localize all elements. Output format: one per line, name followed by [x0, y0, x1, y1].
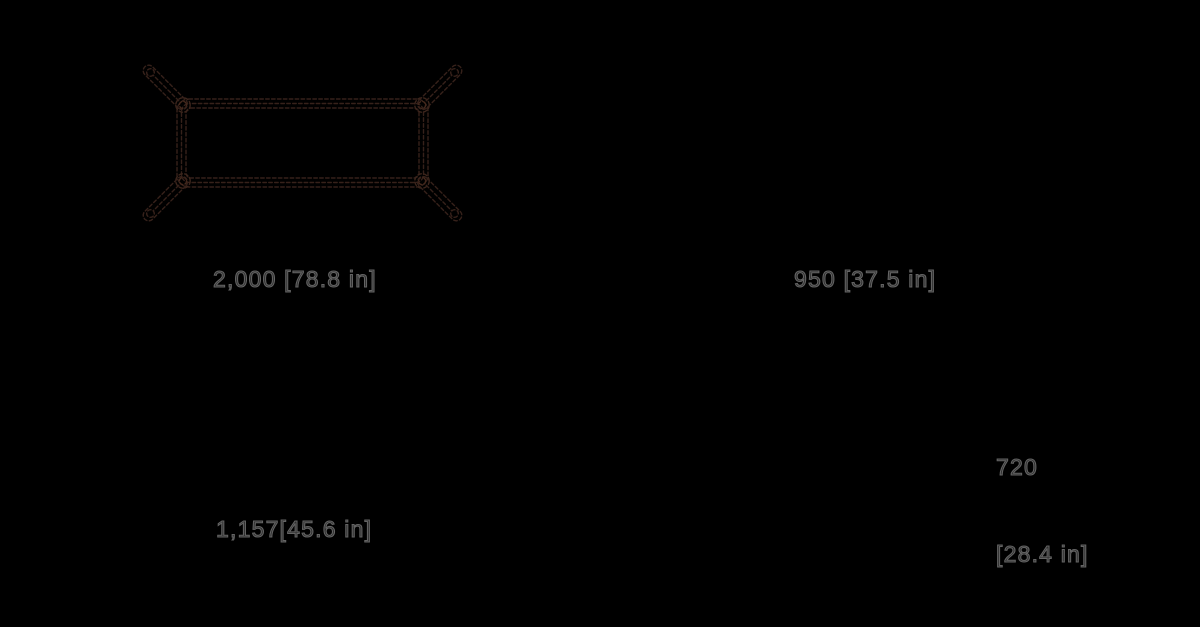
dimension-label-width: 2,000 [78.8 in]	[212, 265, 377, 292]
joint-pin	[417, 100, 427, 110]
leg-strut-top-right	[416, 64, 463, 111]
tabletop-outline-inner	[185, 107, 420, 179]
leg-capsule	[416, 64, 463, 111]
leg-center-line	[152, 74, 180, 102]
dimension-label-height-imperial: [28.4 in]	[995, 540, 1089, 567]
leg-center-line	[425, 184, 453, 212]
leg-capsule	[142, 175, 189, 222]
dimension-diagram-canvas: 2,000 [78.8 in] 950 [37.5 in] 720 [28.4 …	[142, 64, 1088, 568]
dimension-label-height-value: 720	[995, 453, 1038, 480]
tabletop-outline	[176, 98, 429, 188]
leg-center-line	[152, 184, 180, 212]
leg-struts	[142, 64, 463, 222]
table-top-view-drawing	[142, 64, 463, 222]
leg-capsule	[142, 64, 189, 111]
leg-tip-circle	[450, 67, 460, 77]
leg-capsule	[416, 175, 463, 222]
leg-strut-bottom-right	[416, 175, 463, 222]
leg-strut-bottom-left	[142, 175, 189, 222]
dimension-label-diagonal: 1,157[45.6 in]	[215, 515, 373, 542]
leg-strut-top-left	[142, 64, 189, 111]
corner-joints	[175, 97, 430, 189]
tabletop-outline-outer	[176, 98, 429, 188]
leg-center-line	[425, 74, 453, 102]
joint-pin	[178, 100, 188, 110]
dimension-label-height: 720 [28.4 in]	[995, 395, 1089, 627]
leg-tip-circle	[145, 67, 155, 77]
joint-pin	[417, 176, 427, 186]
leg-tip-circle	[450, 209, 460, 219]
joint-pin	[178, 176, 188, 186]
tabletop-outline-middle	[180, 102, 425, 184]
dimension-label-depth: 950 [37.5 in]	[793, 265, 937, 292]
leg-tip-circle	[145, 209, 155, 219]
